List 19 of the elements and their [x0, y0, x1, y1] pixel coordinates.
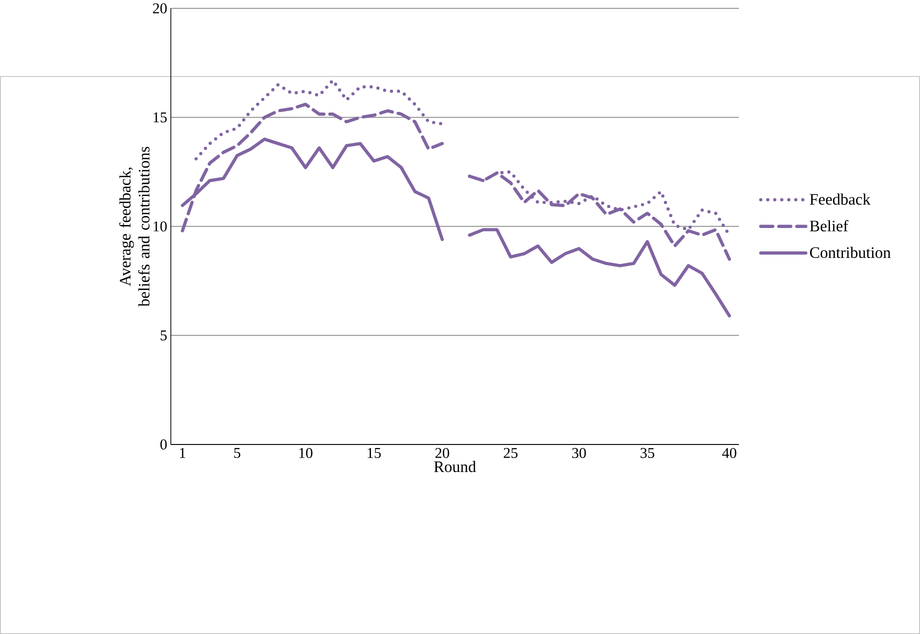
x-tick-label: 25	[504, 448, 518, 458]
x-tick-label: 10	[299, 448, 312, 458]
legend-label: Contribution	[810, 246, 891, 258]
legend-label: Feedback	[810, 193, 870, 205]
y-tick-label: 5	[160, 330, 167, 340]
y-tick-label: 10	[154, 221, 167, 232]
y-tick-label: 15	[154, 112, 167, 122]
x-tick-label: 35	[640, 448, 654, 458]
x-axis-title: Round	[434, 460, 476, 472]
x-tick-label: 40	[722, 448, 736, 458]
y-tick-label: 20	[153, 3, 167, 14]
x-tick-label: 5	[234, 448, 240, 458]
legend-label: Belief	[810, 220, 848, 232]
y-axis-title: Average feedback, beliefs and contributions	[119, 146, 150, 307]
y-tick-label: 0	[160, 439, 167, 450]
x-tick-label: 20	[435, 448, 450, 458]
x-tick-label: 15	[368, 448, 381, 458]
x-tick-label: 1	[180, 448, 186, 458]
x-tick-label: 30	[572, 448, 586, 458]
